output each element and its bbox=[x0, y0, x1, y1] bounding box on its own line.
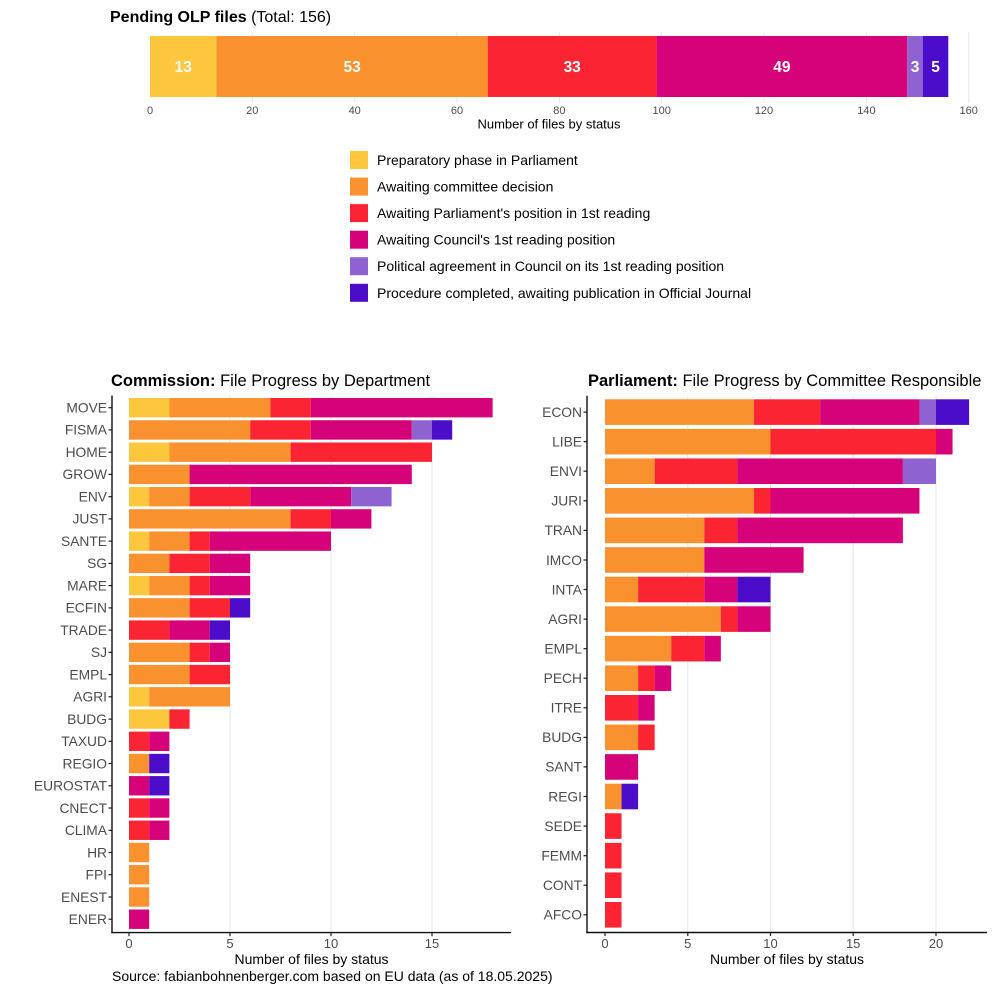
svg-text:0: 0 bbox=[125, 936, 132, 951]
svg-text:0: 0 bbox=[601, 936, 608, 951]
svg-text:FISMA: FISMA bbox=[65, 423, 108, 438]
svg-text:MOVE: MOVE bbox=[66, 401, 107, 416]
svg-text:120: 120 bbox=[755, 105, 773, 117]
svg-text:140: 140 bbox=[857, 105, 875, 117]
svg-text:15: 15 bbox=[425, 936, 439, 951]
svg-text:CLIMA: CLIMA bbox=[65, 823, 108, 838]
svg-text:10: 10 bbox=[763, 936, 777, 951]
svg-text:MARE: MARE bbox=[67, 578, 107, 593]
svg-text:HOME: HOME bbox=[66, 445, 107, 460]
svg-text:3: 3 bbox=[911, 59, 920, 76]
svg-text:Political agreement in Council: Political agreement in Council on its 1s… bbox=[377, 258, 724, 274]
svg-text:AFCO: AFCO bbox=[544, 908, 583, 923]
svg-text:Awaiting Parliament's position: Awaiting Parliament's position in 1st re… bbox=[377, 205, 650, 221]
svg-text:REGIO: REGIO bbox=[63, 756, 108, 771]
svg-text:40: 40 bbox=[349, 105, 361, 117]
svg-text:JURI: JURI bbox=[551, 494, 582, 509]
svg-text:Number of files by status: Number of files by status bbox=[710, 951, 864, 967]
svg-text:SEDE: SEDE bbox=[544, 819, 582, 834]
svg-text:80: 80 bbox=[553, 105, 565, 117]
svg-text:160: 160 bbox=[960, 105, 978, 117]
svg-text:33: 33 bbox=[564, 59, 582, 76]
svg-text:REGI: REGI bbox=[548, 789, 582, 804]
svg-text:13: 13 bbox=[175, 59, 193, 76]
svg-text:ECON: ECON bbox=[542, 405, 582, 420]
svg-text:ITRE: ITRE bbox=[551, 701, 582, 716]
svg-text:BUDG: BUDG bbox=[67, 712, 107, 727]
svg-text:EUROSTAT: EUROSTAT bbox=[34, 779, 108, 794]
svg-text:CNECT: CNECT bbox=[59, 801, 107, 816]
svg-text:20: 20 bbox=[246, 105, 258, 117]
svg-text:TRADE: TRADE bbox=[60, 623, 107, 638]
svg-text:Procedure completed, awaiting: Procedure completed, awaiting publicatio… bbox=[377, 285, 751, 301]
svg-text:Source: fabianbohnenberger.com: Source: fabianbohnenberger.com based on … bbox=[112, 968, 553, 984]
svg-text:Awaiting Council's 1st reading: Awaiting Council's 1st reading position bbox=[377, 232, 615, 248]
svg-text:10: 10 bbox=[324, 936, 338, 951]
svg-text:EMPL: EMPL bbox=[69, 667, 107, 682]
svg-text:SANTE: SANTE bbox=[61, 534, 107, 549]
svg-text:TRAN: TRAN bbox=[544, 523, 582, 538]
svg-text:Commission: File Progress by D: Commission: File Progress by Department bbox=[111, 372, 431, 390]
svg-text:5: 5 bbox=[226, 936, 233, 951]
svg-text:LIBE: LIBE bbox=[552, 435, 582, 450]
svg-text:IMCO: IMCO bbox=[546, 553, 582, 568]
svg-text:ENV: ENV bbox=[79, 490, 108, 505]
svg-text:JUST: JUST bbox=[73, 512, 108, 527]
svg-text:BUDG: BUDG bbox=[542, 730, 582, 745]
svg-text:FEMM: FEMM bbox=[541, 849, 582, 864]
svg-text:Awaiting committee decision: Awaiting committee decision bbox=[377, 179, 553, 195]
svg-text:SG: SG bbox=[87, 556, 107, 571]
svg-text:INTA: INTA bbox=[552, 582, 583, 597]
svg-text:5: 5 bbox=[684, 936, 691, 951]
svg-text:FPI: FPI bbox=[86, 868, 107, 883]
svg-text:60: 60 bbox=[451, 105, 463, 117]
svg-text:100: 100 bbox=[653, 105, 671, 117]
svg-text:SJ: SJ bbox=[91, 645, 107, 660]
svg-text:PECH: PECH bbox=[544, 671, 582, 686]
svg-text:49: 49 bbox=[773, 59, 791, 76]
svg-text:EMPL: EMPL bbox=[544, 642, 582, 657]
svg-text:GROW: GROW bbox=[63, 467, 107, 482]
svg-text:Number of files by status: Number of files by status bbox=[477, 117, 621, 132]
svg-text:53: 53 bbox=[343, 59, 361, 76]
svg-text:ENER: ENER bbox=[69, 912, 107, 927]
svg-text:20: 20 bbox=[929, 936, 943, 951]
svg-text:Parliament: File Progress by C: Parliament: File Progress by Committee R… bbox=[588, 372, 981, 390]
svg-text:TAXUD: TAXUD bbox=[61, 734, 107, 749]
svg-text:Number of files by status: Number of files by status bbox=[234, 951, 388, 967]
svg-text:AGRI: AGRI bbox=[73, 690, 107, 705]
svg-text:CONT: CONT bbox=[543, 878, 583, 893]
svg-text:ECFIN: ECFIN bbox=[66, 601, 107, 616]
svg-text:15: 15 bbox=[846, 936, 860, 951]
svg-text:ENVI: ENVI bbox=[550, 464, 582, 479]
svg-text:ENEST: ENEST bbox=[61, 890, 108, 905]
svg-text:SANT: SANT bbox=[545, 760, 582, 775]
svg-text:5: 5 bbox=[931, 59, 940, 76]
svg-text:AGRI: AGRI bbox=[548, 612, 582, 627]
svg-text:0: 0 bbox=[147, 105, 153, 117]
svg-text:Pending OLP files (Total: 156): Pending OLP files (Total: 156) bbox=[110, 9, 331, 26]
svg-text:HR: HR bbox=[87, 845, 107, 860]
svg-text:Preparatory phase in Parliamen: Preparatory phase in Parliament bbox=[377, 152, 578, 168]
